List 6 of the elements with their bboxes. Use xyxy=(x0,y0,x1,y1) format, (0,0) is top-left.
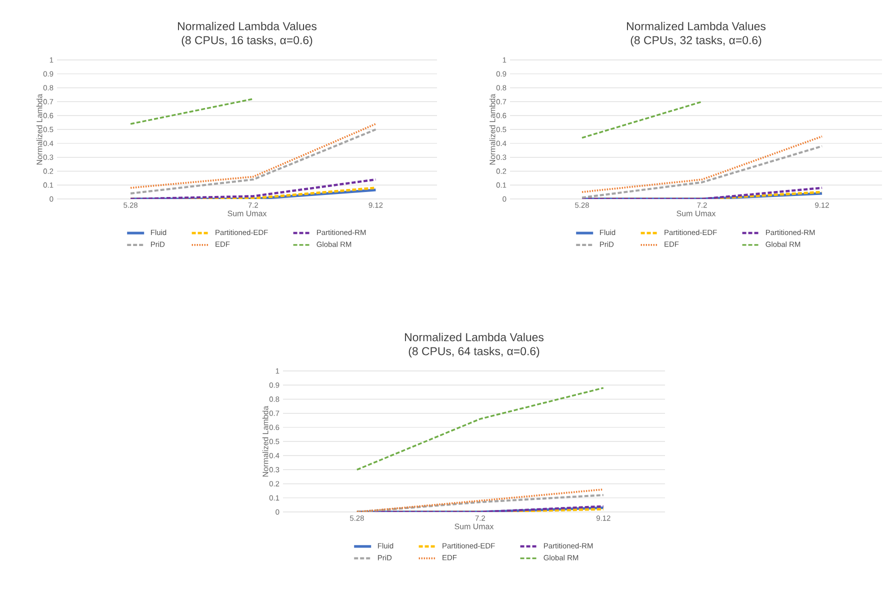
chart-title: Normalized Lambda Values xyxy=(627,22,766,30)
chart-subtitle: (8 CPUs, 64 tasks, α=0.6) xyxy=(408,346,540,358)
chart-subtitle: (8 CPUs, 16 tasks, α=0.6) xyxy=(182,36,312,46)
chart-subtitle: (8 CPUs, 32 tasks, α=0.6) xyxy=(630,36,762,46)
chart-title: Normalized Lambda Values xyxy=(405,332,544,342)
chart-title: Normalized Lambda Values xyxy=(178,22,317,30)
